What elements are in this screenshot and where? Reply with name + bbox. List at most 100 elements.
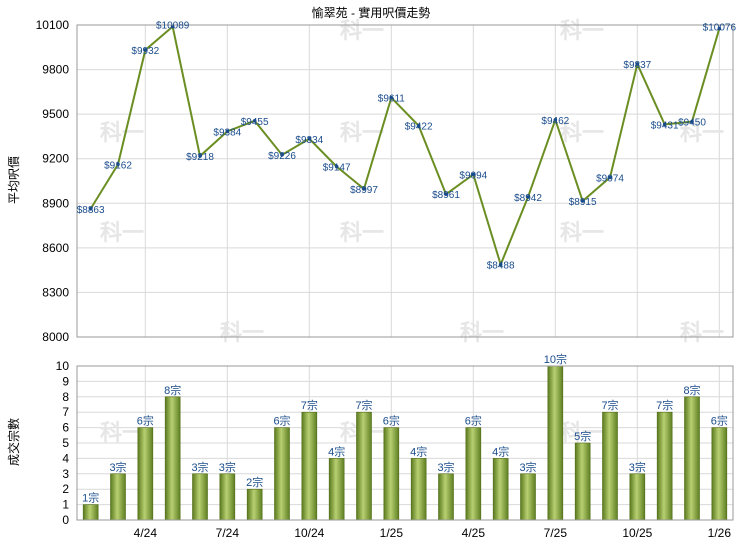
price-point — [334, 164, 339, 169]
watermark-text: 科一 — [560, 220, 604, 245]
count-plot-frame — [76, 365, 734, 521]
price-line — [89, 24, 721, 268]
x-tick-label: 10/24 — [294, 526, 324, 540]
bar-data-label: 7宗 — [301, 398, 318, 412]
chart-title: 愉翠苑 - 實用呎價走勢 — [312, 5, 431, 20]
bar — [711, 427, 728, 521]
price-data-label: $8863 — [77, 205, 105, 216]
bar — [438, 473, 454, 521]
price-axis-label: 平均呎價 — [7, 156, 21, 204]
count-tick-label: 2 — [62, 482, 69, 496]
bar-data-label: 8宗 — [164, 383, 181, 397]
bar-data-label: 8宗 — [683, 383, 700, 397]
watermark-text: 科一 — [460, 320, 504, 345]
bar — [246, 488, 263, 521]
watermark-text: 科一 — [680, 120, 724, 145]
bar — [219, 473, 236, 521]
price-point — [662, 122, 667, 127]
count-tick-label: 9 — [62, 374, 69, 388]
price-plot-frame — [76, 24, 734, 338]
price-data-label: $9094 — [459, 170, 487, 181]
bar-data-label: 4宗 — [328, 444, 345, 458]
watermark-text: 科一 — [560, 18, 604, 43]
bar — [110, 473, 126, 521]
bar — [602, 411, 618, 521]
bar-data-label: 6宗 — [273, 414, 290, 428]
price-point — [635, 62, 640, 66]
price-data-label: $10089 — [156, 21, 190, 32]
price-point — [116, 162, 120, 167]
watermark-text: 科一 — [340, 18, 384, 43]
count-axis-label: 成交宗數 — [6, 418, 21, 466]
price-point — [225, 129, 230, 134]
price-point — [280, 153, 284, 157]
price-point — [362, 187, 366, 191]
price-point — [170, 24, 175, 29]
bar — [164, 396, 181, 521]
watermark-text: 科一 — [340, 120, 384, 145]
count-tick-label: 3 — [62, 467, 69, 481]
bar-data-label: 5宗 — [574, 429, 591, 443]
price-data-label: $9218 — [186, 152, 214, 163]
price-point — [416, 123, 421, 128]
bar-data-label: 3宗 — [629, 460, 646, 474]
watermark-text: 科一 — [100, 220, 144, 245]
bar-data-label: 6宗 — [383, 414, 400, 428]
price-data-label: $9422 — [405, 122, 433, 133]
price-point — [717, 26, 722, 31]
price-tick-label: 9800 — [42, 63, 69, 77]
price-point — [143, 48, 148, 52]
x-tick-label: 4/25 — [462, 526, 486, 540]
watermark-text: 科一 — [680, 320, 724, 345]
price-data-label: $8942 — [514, 193, 542, 204]
bar-data-label: 3宗 — [519, 460, 536, 474]
price-data-label: $8961 — [432, 190, 460, 201]
bar — [656, 411, 673, 521]
price-point — [471, 172, 476, 177]
price-data-label: $8488 — [487, 260, 515, 271]
price-tick-label: 8600 — [42, 241, 69, 255]
x-tick-label: 4/24 — [134, 526, 158, 540]
price-tick-label: 10100 — [36, 18, 70, 32]
bar — [547, 365, 564, 521]
bar — [137, 427, 154, 521]
bar — [574, 442, 591, 521]
price-data-label: $9837 — [623, 60, 651, 71]
price-data-label: $9455 — [241, 117, 269, 128]
bar-data-label: 6宗 — [465, 414, 482, 428]
bar — [410, 458, 427, 521]
bar — [465, 427, 482, 521]
bar-data-label: 6宗 — [137, 414, 154, 428]
watermark-text: 科一 — [100, 420, 144, 445]
bar-data-label: 4宗 — [492, 444, 509, 458]
watermark-text: 科一 — [560, 120, 604, 145]
count-tick-label: 5 — [62, 436, 69, 450]
bar-data-label: 1宗 — [82, 491, 99, 505]
count-tick-label: 7 — [62, 405, 69, 419]
price-data-label: $8915 — [569, 197, 597, 208]
bar — [274, 427, 290, 521]
bar-data-label: 6宗 — [711, 414, 728, 428]
bar-data-label: 7宗 — [355, 398, 372, 412]
x-tick-label: 1/25 — [380, 526, 404, 540]
bar — [629, 473, 646, 521]
price-point — [526, 195, 530, 199]
price-data-label: $9162 — [104, 160, 132, 171]
price-tick-label: 8300 — [42, 285, 69, 299]
bar — [356, 411, 372, 521]
price-data-label: $9462 — [541, 116, 569, 127]
bar-data-label: 2宗 — [246, 475, 263, 489]
x-tick-label: 7/25 — [544, 526, 568, 540]
price-point — [553, 117, 558, 122]
x-tick-label: 10/25 — [622, 526, 652, 540]
bar-data-label: 4宗 — [410, 444, 427, 458]
price-data-label: $9147 — [323, 163, 351, 174]
price-data-label: $9932 — [131, 46, 159, 57]
bar-data-label: 3宗 — [219, 460, 236, 474]
price-tick-label: 8900 — [42, 196, 69, 210]
price-point — [498, 262, 503, 267]
count-tick-label: 10 — [56, 359, 70, 373]
bar — [684, 396, 700, 521]
price-point — [307, 137, 312, 141]
